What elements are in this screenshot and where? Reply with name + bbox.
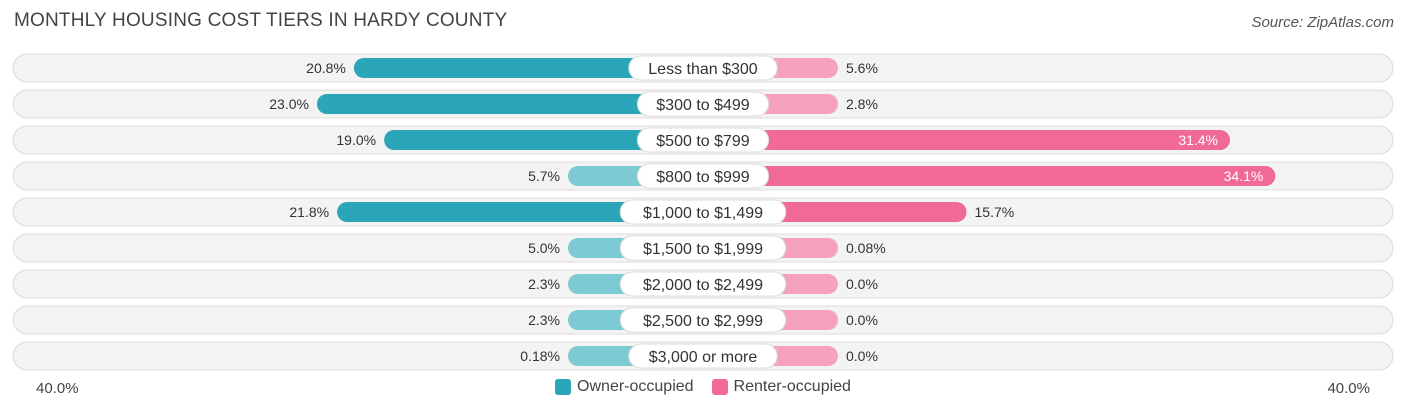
legend-swatch-owner	[555, 379, 572, 395]
renter-value-label: 34.1%	[1224, 168, 1264, 184]
category-label: $500 to $799	[656, 133, 750, 150]
category-pill	[636, 127, 770, 153]
axis-right-label: 40.0%	[1327, 380, 1370, 397]
owner-value-label: 21.8%	[289, 204, 329, 220]
category-pill	[636, 163, 770, 189]
category-label: $2,000 to $2,499	[643, 277, 763, 294]
owner-value-label: 5.0%	[528, 240, 560, 256]
owner-bar	[384, 130, 703, 150]
owner-bar	[353, 58, 703, 78]
owner-value-label: 19.0%	[336, 132, 376, 148]
renter-value-label: 0.0%	[846, 348, 878, 364]
owner-value-label: 2.3%	[528, 276, 560, 292]
renter-value-label: 0.08%	[846, 240, 886, 256]
source-label: Source: ZipAtlas.com	[1251, 14, 1394, 31]
renter-value-label: 15.7%	[975, 204, 1015, 220]
renter-value-label: 0.0%	[846, 276, 878, 292]
category-pill	[619, 199, 787, 225]
owner-bar	[316, 94, 703, 114]
renter-value-label: 5.6%	[846, 60, 878, 76]
legend-item-renter: Renter-occupied	[711, 378, 851, 396]
category-label: $3,000 or more	[649, 349, 758, 366]
renter-value-label: 31.4%	[1178, 132, 1218, 148]
legend-swatch-renter	[711, 379, 728, 395]
category-pill	[628, 55, 778, 81]
owner-value-label: 2.3%	[528, 312, 560, 328]
renter-bar	[703, 166, 1276, 186]
legend: Owner-occupied Renter-occupied	[0, 378, 1406, 396]
owner-value-label: 5.7%	[528, 168, 560, 184]
category-pill	[628, 343, 778, 369]
category-label: Less than $300	[648, 61, 758, 78]
category-label: $1,500 to $1,999	[643, 241, 763, 258]
owner-value-label: 0.18%	[520, 348, 560, 364]
category-pill	[619, 271, 787, 297]
category-pill	[619, 235, 787, 261]
axis-left-label: 40.0%	[36, 380, 79, 397]
chart-title: MONTHLY HOUSING COST TIERS IN HARDY COUN…	[14, 10, 508, 31]
legend-label-renter: Renter-occupied	[733, 378, 851, 395]
owner-value-label: 23.0%	[269, 96, 309, 112]
renter-value-label: 0.0%	[846, 312, 878, 328]
category-label: $2,500 to $2,999	[643, 313, 763, 330]
owner-value-label: 20.8%	[306, 60, 346, 76]
renter-bar	[703, 130, 1231, 150]
category-label: $800 to $999	[656, 169, 750, 186]
renter-value-label: 2.8%	[846, 96, 878, 112]
category-pill	[619, 307, 787, 333]
category-label: $300 to $499	[656, 97, 750, 114]
legend-item-owner: Owner-occupied	[555, 378, 694, 396]
category-label: $1,000 to $1,499	[643, 205, 763, 222]
owner-bar	[337, 202, 703, 222]
category-pill	[636, 91, 770, 117]
legend-label-owner: Owner-occupied	[577, 378, 694, 395]
